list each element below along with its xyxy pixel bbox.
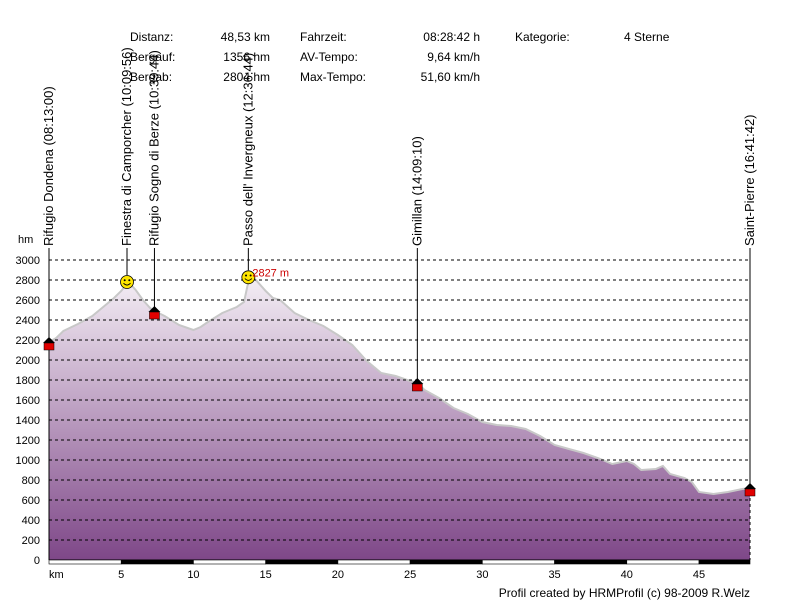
time-label: Fahrzeit: bbox=[300, 30, 347, 44]
y-tick-label-1600: 1600 bbox=[16, 395, 40, 407]
hut-icon bbox=[411, 378, 424, 392]
ascent-value: 1356 hm bbox=[223, 50, 270, 64]
elevation-area bbox=[49, 278, 750, 560]
smiley-icon bbox=[120, 275, 134, 289]
y-tick-label-0: 0 bbox=[34, 555, 40, 567]
max-speed-label: Max-Tempo: bbox=[300, 70, 367, 84]
smiley-eye bbox=[128, 279, 131, 282]
x-axis-band-segment bbox=[698, 559, 751, 565]
smiley-mouth bbox=[123, 282, 131, 286]
smiley-eye bbox=[123, 279, 126, 282]
smiley-face bbox=[241, 270, 256, 285]
elevation-line bbox=[48, 276, 751, 496]
x-tick-label-40: 40 bbox=[621, 569, 633, 581]
avg-speed-label: AV-Tempo: bbox=[300, 50, 358, 64]
waypoint-label: Saint-Pierre (16:41:42) bbox=[742, 114, 757, 246]
x-axis-band-segment bbox=[193, 559, 266, 565]
y-tick-label-1800: 1800 bbox=[16, 375, 40, 387]
y-tick-label-2600: 2600 bbox=[16, 295, 40, 307]
hut-body bbox=[412, 383, 423, 392]
smiley-face bbox=[120, 275, 134, 289]
distance-label: Distanz: bbox=[130, 30, 174, 44]
x-tick-label-25: 25 bbox=[404, 569, 416, 581]
hut-body bbox=[744, 488, 756, 497]
x-tick-label-20: 20 bbox=[332, 569, 344, 581]
max-speed-value: 51,60 km/h bbox=[420, 70, 480, 84]
smiley-eye bbox=[245, 274, 248, 277]
y-tick-label-2200: 2200 bbox=[16, 335, 40, 347]
hut-roof bbox=[43, 337, 55, 343]
waypoint-label: Passo dell' Invergneux (12:36:44) bbox=[240, 53, 255, 246]
x-tick-label-15: 15 bbox=[260, 569, 272, 581]
x-tick-label-35: 35 bbox=[548, 569, 560, 581]
time-value: 08:28:42 h bbox=[423, 30, 480, 44]
descent-label: Bergab: bbox=[130, 70, 173, 84]
hut-icon bbox=[744, 483, 756, 497]
peak-altitude-label: 2827 m bbox=[252, 267, 289, 279]
category-label: Kategorie: bbox=[515, 30, 570, 44]
x-tick-label-10: 10 bbox=[187, 569, 199, 581]
descent-value: 2804 hm bbox=[223, 70, 270, 84]
x-axis-label: km bbox=[49, 569, 64, 581]
avg-speed-value: 9,64 km/h bbox=[427, 50, 480, 64]
y-tick-label-2800: 2800 bbox=[16, 275, 40, 287]
smiley-eye bbox=[249, 274, 252, 277]
hut-roof bbox=[411, 378, 424, 384]
x-axis-band-segment bbox=[554, 559, 628, 565]
y-tick-label-400: 400 bbox=[22, 515, 40, 527]
smiley-mouth bbox=[244, 278, 253, 281]
x-tick-label-30: 30 bbox=[476, 569, 488, 581]
y-tick-label-1200: 1200 bbox=[16, 435, 40, 447]
y-tick-label-800: 800 bbox=[22, 475, 40, 487]
hut-icon bbox=[43, 337, 55, 351]
category-value: 4 Sterne bbox=[624, 30, 670, 44]
waypoint-label: Rifugio Dondena (08:13:00) bbox=[41, 86, 56, 246]
x-axis-band-segment bbox=[409, 559, 483, 565]
ascent-label: Bergauf: bbox=[130, 50, 176, 64]
y-tick-label-200: 200 bbox=[22, 535, 40, 547]
distance-value: 48,53 km bbox=[220, 30, 270, 44]
x-tick-label-45: 45 bbox=[693, 569, 705, 581]
waypoint-label: Gimillan (14:09:10) bbox=[409, 136, 424, 246]
y-tick-label-3000: 3000 bbox=[16, 255, 40, 267]
x-axis-band-segment bbox=[626, 559, 700, 565]
footer-credit: Profil created by HRMProfil (c) 98-2009 … bbox=[499, 586, 750, 600]
y-tick-label-1000: 1000 bbox=[16, 455, 40, 467]
waypoint-label: Rifugio Sogno di Berze (10:39:44) bbox=[146, 50, 161, 246]
y-tick-label-2000: 2000 bbox=[16, 355, 40, 367]
x-axis-band-segment bbox=[48, 559, 122, 565]
hut-icon bbox=[148, 306, 161, 320]
hut-roof bbox=[148, 306, 161, 312]
x-tick-label-5: 5 bbox=[118, 569, 124, 581]
y-tick-label-1400: 1400 bbox=[16, 415, 40, 427]
x-axis-band-segment bbox=[120, 559, 194, 565]
x-axis-band-segment bbox=[337, 559, 411, 565]
x-axis-band-segment bbox=[482, 559, 555, 565]
y-tick-label-600: 600 bbox=[22, 495, 40, 507]
y-axis-label: hm bbox=[18, 234, 33, 246]
hut-body bbox=[149, 311, 160, 320]
hut-roof bbox=[744, 483, 756, 489]
x-axis-band-segment bbox=[265, 559, 339, 565]
smiley-icon bbox=[241, 270, 256, 285]
y-tick-label-2400: 2400 bbox=[16, 315, 40, 327]
waypoint-label: Finestra di Camporcher (10:09:56) bbox=[119, 47, 134, 246]
hut-body bbox=[43, 342, 55, 351]
